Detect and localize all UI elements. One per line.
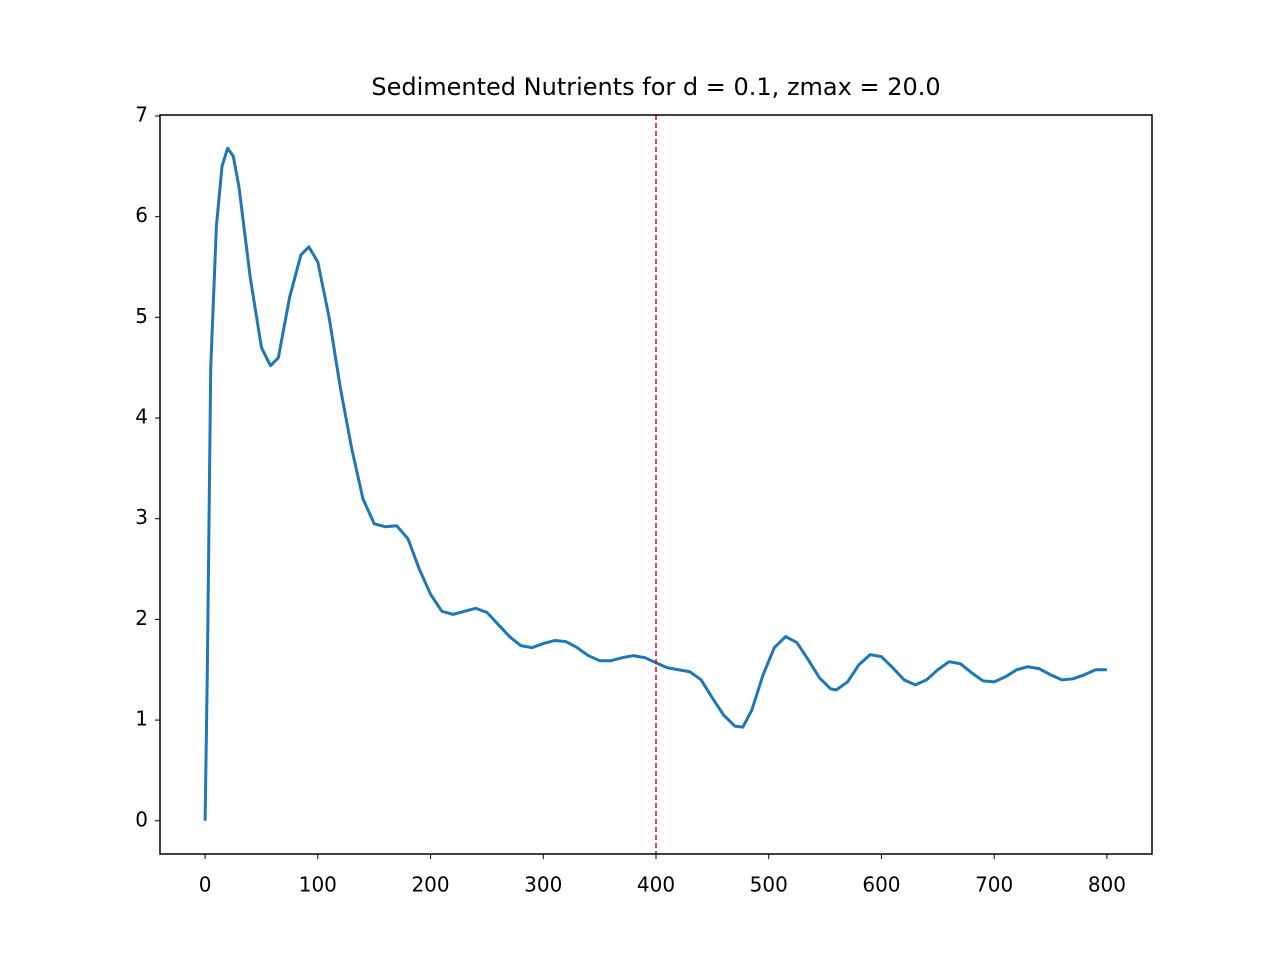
y-tick-label: 1: [135, 707, 148, 731]
x-tick-label: 700: [975, 873, 1013, 897]
y-tick-label: 6: [135, 203, 148, 227]
y-tick-label: 3: [135, 505, 148, 529]
chart-title: Sedimented Nutrients for d = 0.1, zmax =…: [371, 73, 940, 101]
x-tick-label: 600: [862, 873, 900, 897]
x-tick-label: 100: [299, 873, 337, 897]
y-tick-label: 7: [135, 103, 148, 127]
y-tick-label: 2: [135, 606, 148, 630]
x-tick-label: 300: [524, 873, 562, 897]
x-tick-label: 400: [637, 873, 675, 897]
x-tick-label: 0: [199, 873, 212, 897]
x-tick-label: 800: [1088, 873, 1126, 897]
y-tick-label: 4: [135, 405, 148, 429]
plot-frame: [159, 114, 1153, 855]
y-tick-label: 0: [135, 807, 148, 831]
data-line: [203, 146, 1107, 821]
x-tick-label: 500: [750, 873, 788, 897]
y-tick-label: 5: [135, 304, 148, 328]
x-tick-label: 200: [411, 873, 449, 897]
